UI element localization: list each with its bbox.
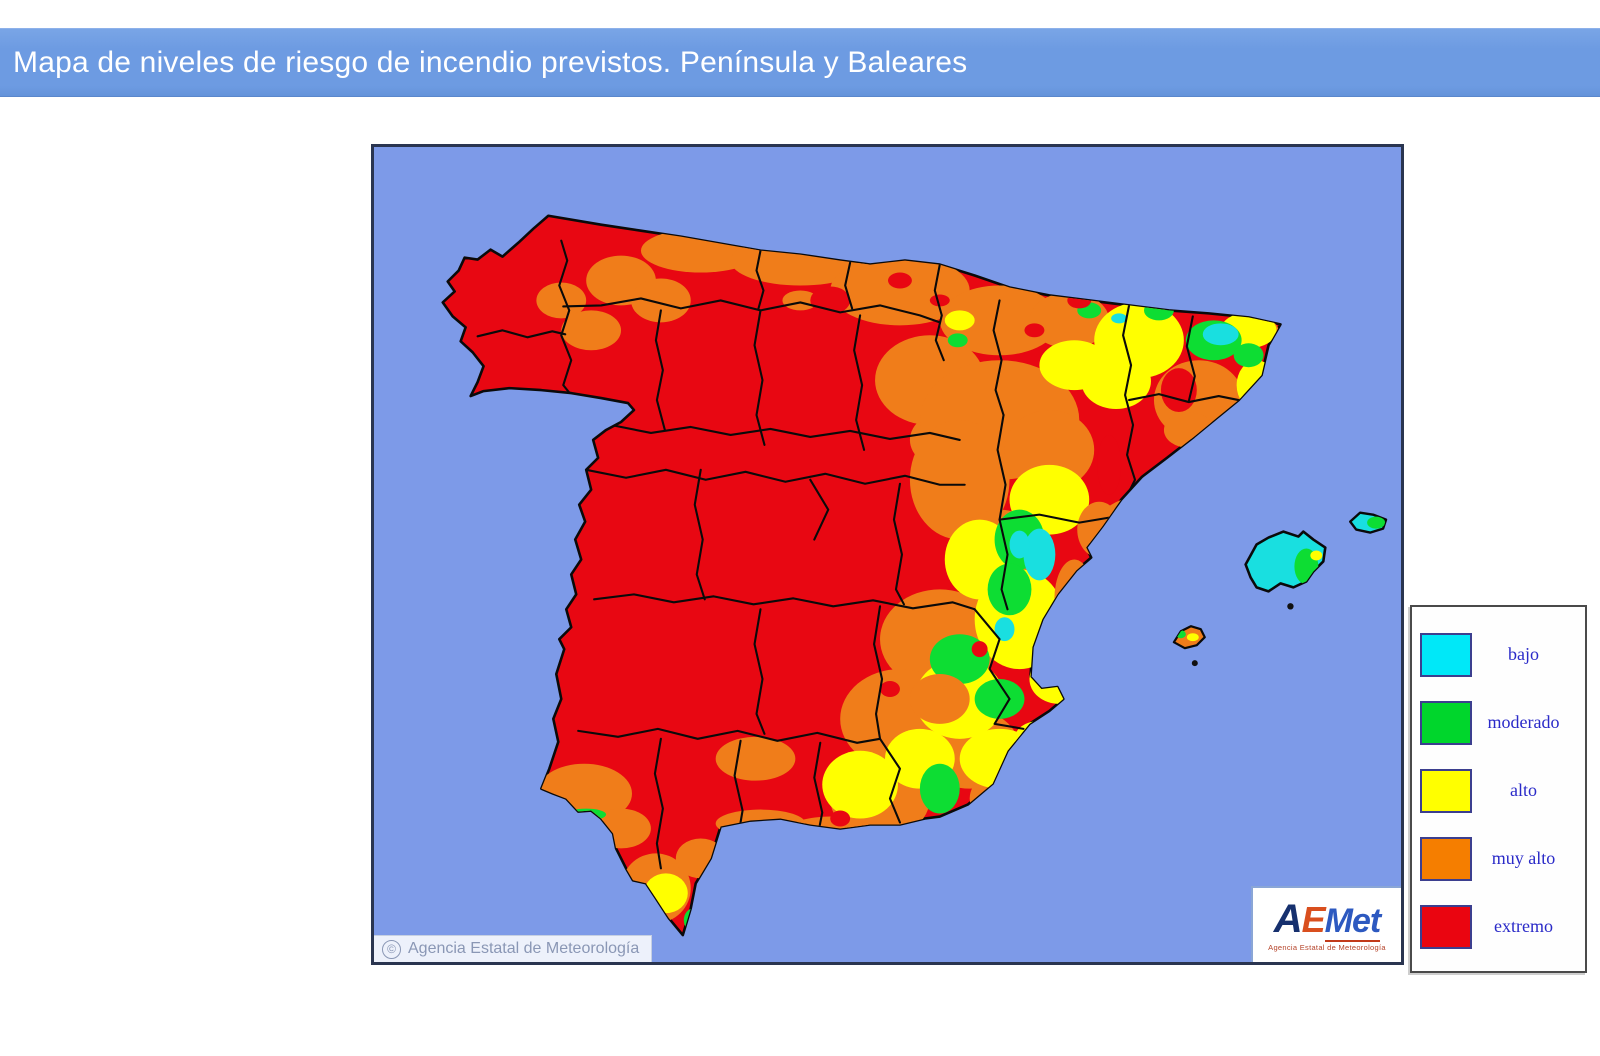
legend-item-extremo: extremo — [1420, 904, 1575, 949]
map-panel: © Agencia Estatal de Meteorología AEMet … — [371, 144, 1404, 965]
legend-label-muy-alto: muy alto — [1491, 848, 1556, 868]
legend-label-moderado: moderado — [1487, 712, 1560, 732]
page-title-bar: Mapa de niveles de riesgo de incendio pr… — [0, 28, 1600, 97]
legend-swatch-bajo — [1420, 632, 1472, 677]
page-title: Mapa de niveles de riesgo de incendio pr… — [13, 45, 968, 79]
logo-letter-e: E — [1301, 898, 1326, 940]
legend-swatch-extremo — [1420, 904, 1472, 949]
logo-letters-met: Met — [1324, 901, 1381, 942]
spain-fire-risk-map — [374, 147, 1401, 962]
province-borders — [476, 239, 1240, 877]
risk-legend: bajo moderado alto muy alto extremo — [1410, 605, 1587, 973]
legend-swatch-alto — [1420, 768, 1472, 813]
logo-letter-a: A — [1273, 896, 1303, 941]
legend-item-moderado: moderado — [1420, 700, 1575, 745]
copyright-icon: © — [382, 939, 401, 959]
aemet-logo-caption: Agencia Estatal de Meteorología — [1268, 942, 1386, 952]
aemet-logo: AEMet Agencia Estatal de Meteorología — [1251, 886, 1401, 962]
copyright-text: Agencia Estatal de Meteorología — [408, 940, 640, 957]
formentera-island — [1191, 660, 1198, 667]
legend-swatch-moderado — [1420, 700, 1472, 745]
legend-label-bajo: bajo — [1508, 644, 1539, 664]
aemet-logo-word: AEMet — [1273, 896, 1381, 942]
legend-item-bajo: bajo — [1420, 632, 1575, 677]
legend-item-alto: alto — [1420, 768, 1575, 813]
legend-item-muy-alto: muy alto — [1420, 836, 1575, 881]
map-copyright: © Agencia Estatal de Meteorología — [374, 935, 653, 962]
legend-label-alto: alto — [1510, 780, 1537, 800]
legend-label-extremo: extremo — [1494, 916, 1553, 936]
cabrera-island — [1287, 603, 1294, 610]
legend-swatch-muy-alto — [1420, 836, 1472, 881]
